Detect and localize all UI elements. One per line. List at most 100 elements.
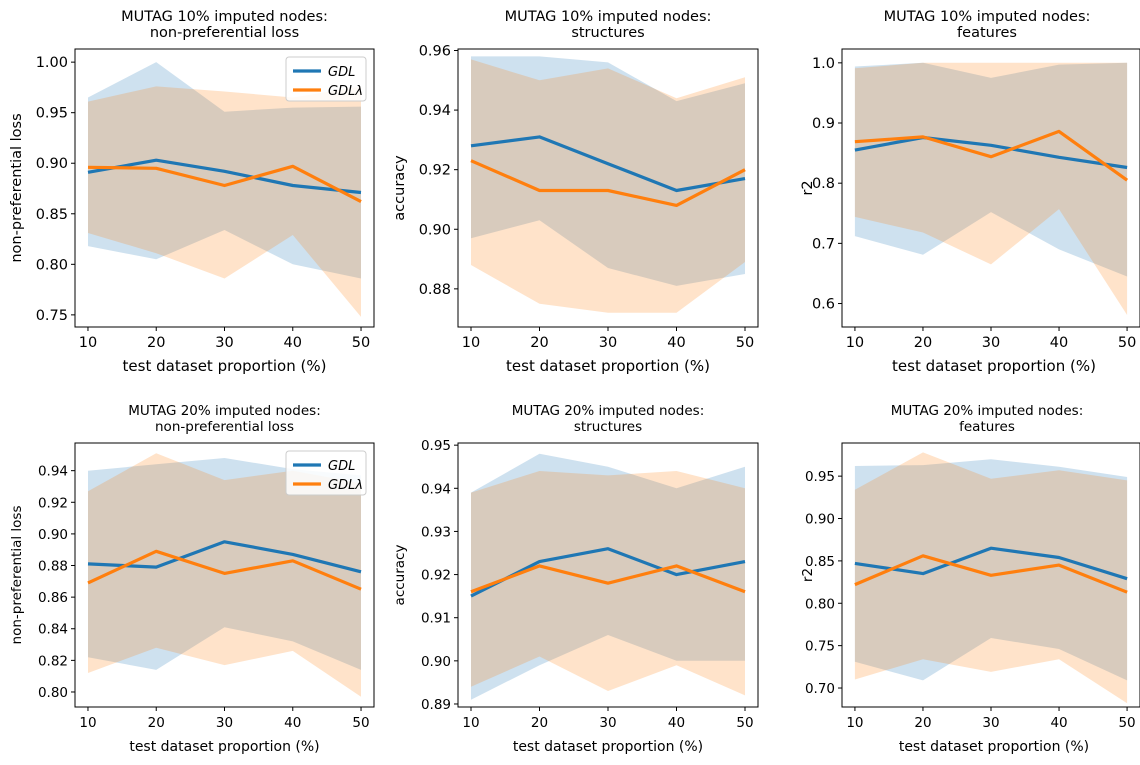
chart-title: MUTAG 20% imputed nodes: — [128, 403, 321, 419]
line-gdl-lambda — [470, 159, 746, 207]
y-tick-label: 0.90 — [36, 156, 68, 172]
line-gdl-lambda — [87, 164, 362, 204]
x-axis-label: test dataset proportion (%) — [123, 357, 327, 375]
legend: GDL GDLλ — [285, 56, 367, 102]
chart-title: structures — [574, 419, 642, 435]
y-tick-label: 0.91 — [421, 611, 451, 627]
y-tick-label: 0.94 — [38, 464, 68, 480]
x-tick-label: 40 — [1050, 335, 1068, 351]
y-tick-label: 0.95 — [36, 106, 68, 122]
chart-panel-3: 10 20 30 40 50 0.6 0.7 0.8 0.9 1.0 MUTAG 10% imput… — [800, 9, 1140, 375]
x-axis-label: test dataset proportion (%) — [892, 357, 1096, 375]
y-tick-label: 0.94 — [421, 481, 451, 497]
x-tick-label: 10 — [462, 335, 480, 351]
y-tick-label: 0.88 — [419, 282, 451, 298]
x-tick-label: 20 — [530, 335, 548, 351]
band-gdl — [471, 453, 745, 700]
y-tick-label: 0.96 — [419, 43, 451, 59]
band-gdl-lambda — [88, 453, 361, 697]
y-tick-label: 0.9 — [812, 116, 835, 132]
x-tick-label: 50 — [736, 335, 754, 351]
y-tick-label: 1.0 — [812, 56, 835, 72]
x-axis-label: test dataset proportion (%) — [899, 739, 1089, 755]
chart-title: MUTAG 20% imputed nodes: — [891, 403, 1084, 419]
x-tick-label: 50 — [736, 715, 753, 731]
band-gdl-lambda — [854, 62, 1128, 315]
line-gdl — [470, 135, 746, 193]
x-tick-label: 20 — [914, 715, 931, 731]
chart-title: non-preferential loss — [150, 25, 299, 41]
chart-title: MUTAG 20% imputed nodes: — [512, 403, 705, 419]
band-gdl — [88, 458, 361, 670]
x-axis-label: test dataset proportion (%) — [129, 739, 319, 755]
x-tick-label: 20 — [147, 335, 165, 351]
y-tick-label: 0.90 — [419, 222, 451, 238]
line-gdl — [87, 540, 362, 574]
y-tick-label: 0.86 — [38, 590, 68, 606]
y-tick-label: 0.95 — [805, 469, 835, 485]
y-tick-label: 0.89 — [421, 697, 451, 713]
plot-area — [854, 452, 1128, 704]
band-gdl-lambda — [471, 59, 745, 313]
x-tick-label: 10 — [846, 715, 863, 731]
legend-label: GDL — [328, 65, 355, 80]
chart-title: features — [957, 25, 1017, 41]
line-gdl-lambda — [854, 129, 1129, 182]
x-tick-label: 30 — [982, 335, 1000, 351]
y-tick-label: 0.88 — [38, 559, 68, 575]
chart-title: features — [959, 419, 1015, 435]
band-gdl — [854, 62, 1128, 277]
x-tick-label: 50 — [352, 335, 370, 351]
y-tick-label: 0.92 — [421, 568, 451, 584]
line-gdl — [854, 135, 1128, 170]
chart-title: MUTAG 10% imputed nodes: — [121, 9, 328, 25]
band-gdl-lambda — [88, 86, 361, 317]
band-gdl-lambda — [854, 452, 1128, 704]
line-gdl — [87, 158, 362, 195]
x-tick-label: 20 — [914, 335, 932, 351]
y-tick-label: 0.80 — [805, 596, 835, 612]
x-axis-label: test dataset proportion (%) — [513, 739, 703, 755]
y-tick-label: 0.90 — [38, 527, 68, 543]
x-tick-label: 40 — [1050, 715, 1067, 731]
chart-panel-4: 10 20 30 40 50 0.80 0.82 0.84 0.86 0.88 0.90 0.92 0.… — [9, 403, 375, 755]
chart-panel-1: 10 20 30 40 50 0.75 0.80 0.85 0.90 0.95 1.00 MUTAG … — [9, 9, 375, 375]
y-axis-label: r2 — [800, 180, 816, 195]
y-axis-label: accuracy — [392, 155, 408, 221]
y-tick-label: 0.93 — [421, 524, 451, 540]
chart-panel-6: 10 20 30 40 50 0.70 0.75 0.80 0.85 0.90 0.95 MUTAG … — [800, 403, 1140, 755]
plot-area — [470, 453, 746, 700]
y-tick-label: 0.85 — [36, 207, 68, 223]
x-tick-label: 20 — [148, 715, 165, 731]
y-tick-label: 0.75 — [36, 308, 68, 324]
y-axis-label: r2 — [800, 568, 816, 582]
legend-label: GDLλ — [328, 84, 363, 99]
x-tick-label: 10 — [846, 335, 864, 351]
chart-title: structures — [571, 25, 644, 41]
legend: GDL GDLλ — [285, 450, 367, 496]
y-tick-label: 0.75 — [805, 639, 835, 655]
x-tick-label: 50 — [1118, 335, 1136, 351]
y-tick-label: 0.84 — [38, 622, 68, 638]
plot-area — [470, 56, 746, 313]
y-tick-label: 0.82 — [38, 653, 68, 669]
x-tick-label: 40 — [284, 715, 301, 731]
x-tick-label: 30 — [982, 715, 999, 731]
x-axis-label: test dataset proportion (%) — [506, 357, 710, 375]
y-axis-label: non-preferential loss — [9, 506, 25, 645]
x-tick-label: 40 — [668, 715, 685, 731]
x-tick-label: 50 — [352, 715, 369, 731]
x-tick-label: 30 — [215, 335, 233, 351]
x-tick-label: 40 — [667, 335, 685, 351]
chart-title: MUTAG 10% imputed nodes: — [884, 9, 1091, 25]
y-tick-label: 0.8 — [812, 176, 835, 192]
y-tick-label: 0.80 — [38, 685, 68, 701]
y-tick-label: 0.85 — [805, 554, 835, 570]
y-tick-label: 0.92 — [419, 163, 451, 179]
legend-label: GDLλ — [328, 478, 363, 493]
x-tick-label: 30 — [216, 715, 233, 731]
plot-area — [87, 453, 362, 697]
x-tick-label: 50 — [1118, 715, 1135, 731]
y-axis-label: accuracy — [392, 545, 408, 606]
y-tick-label: 0.94 — [419, 103, 451, 119]
